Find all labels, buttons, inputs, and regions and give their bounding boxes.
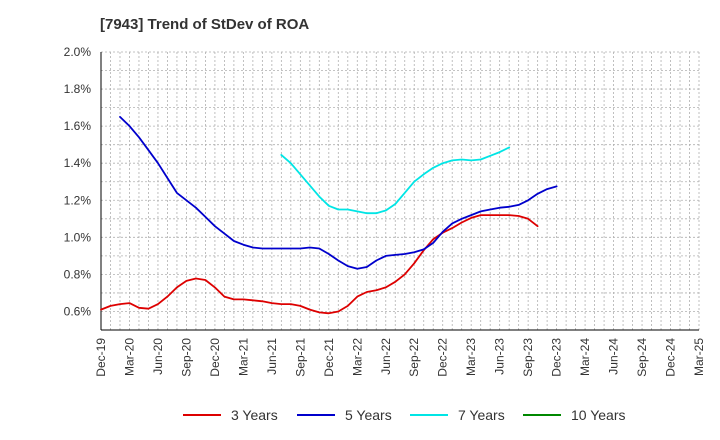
legend-item-7-years: 7 Years	[410, 405, 505, 425]
legend-swatch	[183, 414, 221, 416]
x-tick-label: Dec-23	[550, 338, 564, 377]
x-tick-label: Jun-24	[607, 338, 621, 375]
x-tick-label: Sep-22	[407, 338, 421, 377]
legend-label: 10 Years	[571, 407, 626, 423]
x-tick-label: Sep-24	[635, 338, 649, 377]
x-tick-label: Mar-22	[350, 338, 364, 376]
y-tick-label: 0.8%	[64, 267, 92, 281]
y-tick-label: 0.6%	[64, 304, 92, 318]
plot-background	[101, 52, 699, 330]
legend-swatch	[410, 414, 448, 416]
x-tick-label: Sep-21	[293, 338, 307, 377]
x-tick-label: Jun-23	[493, 338, 507, 375]
x-tick-label: Dec-20	[208, 338, 222, 377]
legend-label: 3 Years	[231, 407, 278, 423]
x-tick-label: Mar-20	[122, 338, 136, 376]
legend-item-3-years: 3 Years	[183, 405, 278, 425]
y-tick-label: 2.0%	[64, 45, 92, 59]
y-tick-label: 1.2%	[64, 193, 92, 207]
legend-swatch	[523, 414, 561, 416]
legend-item-10-years: 10 Years	[523, 405, 626, 425]
legend: 3 Years 5 Years 7 Years 10 Years	[0, 405, 720, 425]
y-tick-label: 1.4%	[64, 156, 92, 170]
x-tick-label: Dec-24	[664, 338, 678, 377]
x-tick-label: Dec-19	[94, 338, 108, 377]
x-tick-label: Sep-23	[521, 338, 535, 377]
chart-title: [7943] Trend of StDev of ROA	[100, 16, 310, 33]
x-tick-label: Jun-21	[265, 338, 279, 375]
y-tick-label: 1.6%	[64, 119, 92, 133]
series-line-7-years	[280, 146, 511, 215]
x-tick-label: Dec-22	[436, 338, 450, 377]
x-tick-label: Dec-21	[322, 338, 336, 377]
x-tick-label: Mar-23	[464, 338, 478, 376]
x-tick-label: Sep-20	[179, 338, 193, 377]
y-tick-label: 1.0%	[64, 230, 92, 244]
legend-label: 7 Years	[458, 407, 505, 423]
legend-item-5-years: 5 Years	[297, 405, 392, 425]
x-tick-label: Jun-22	[379, 338, 393, 375]
y-tick-label: 1.8%	[64, 82, 92, 96]
x-tick-label: Mar-25	[692, 338, 706, 376]
legend-label: 5 Years	[345, 407, 392, 423]
x-tick-label: Mar-24	[578, 338, 592, 376]
x-tick-label: Jun-20	[151, 338, 165, 375]
legend-swatch	[297, 414, 335, 416]
series-line-5-years	[119, 116, 558, 270]
series-line-3-years	[100, 214, 539, 315]
x-tick-label: Mar-21	[236, 338, 250, 376]
